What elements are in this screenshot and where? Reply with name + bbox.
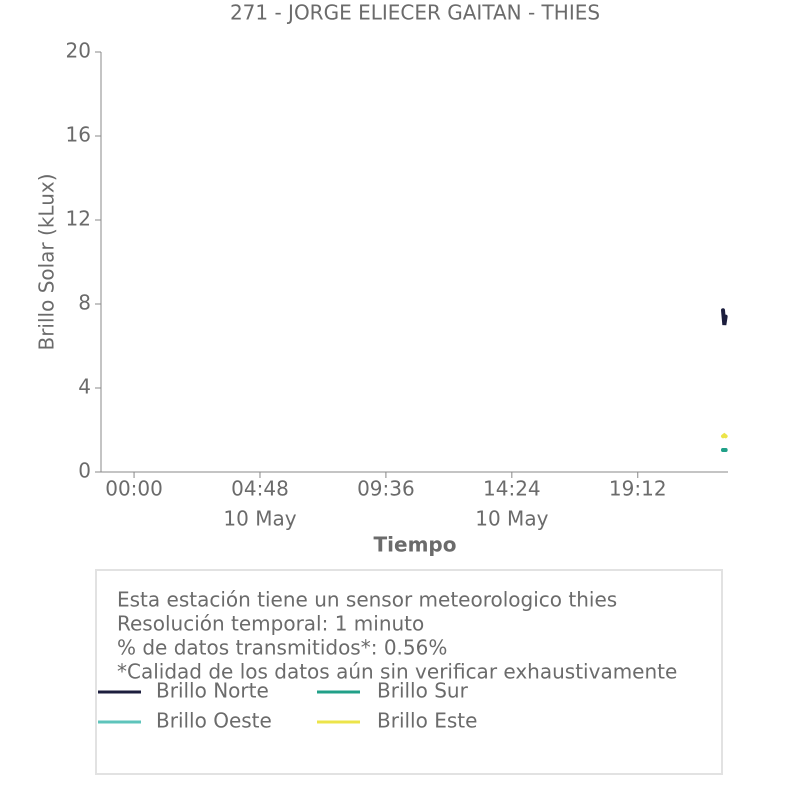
- series-line: [721, 432, 728, 439]
- info-line: Esta estación tiene un sensor meteorolog…: [117, 588, 617, 612]
- series-line: [721, 308, 728, 326]
- legend-label: Brillo Este: [377, 709, 477, 733]
- x-tick-label: 14:24: [483, 477, 541, 501]
- info-box: [95, 569, 723, 775]
- legend-label: Brillo Sur: [377, 679, 469, 703]
- x-tick-label: 19:12: [609, 477, 667, 501]
- info-line: Resolución temporal: 1 minuto: [117, 612, 424, 636]
- x-tick-label: 00:00: [105, 477, 163, 501]
- info-line: *Calidad de los datos aún sin verificar …: [117, 660, 677, 684]
- y-tick-label: 8: [78, 291, 91, 315]
- y-axis-label: Brillo Solar (kLux): [35, 173, 59, 350]
- y-tick-label: 0: [78, 459, 91, 483]
- x-tick-label: 09:36: [357, 477, 415, 501]
- x-tick-date: 10 May: [475, 507, 548, 531]
- y-tick-label: 16: [66, 123, 91, 147]
- x-axis-label: Tiempo: [374, 533, 457, 557]
- legend-label: Brillo Oeste: [156, 709, 272, 733]
- y-tick-label: 12: [66, 207, 91, 231]
- legend-label: Brillo Norte: [156, 679, 269, 703]
- x-tick-date: 10 May: [223, 507, 296, 531]
- y-tick-label: 4: [78, 375, 91, 399]
- x-tick-label: 04:48: [231, 477, 289, 501]
- y-tick-label: 20: [66, 39, 91, 63]
- chart-title: 271 - JORGE ELIECER GAITAN - THIES: [230, 1, 600, 25]
- info-line: % de datos transmitidos*: 0.56%: [117, 636, 447, 660]
